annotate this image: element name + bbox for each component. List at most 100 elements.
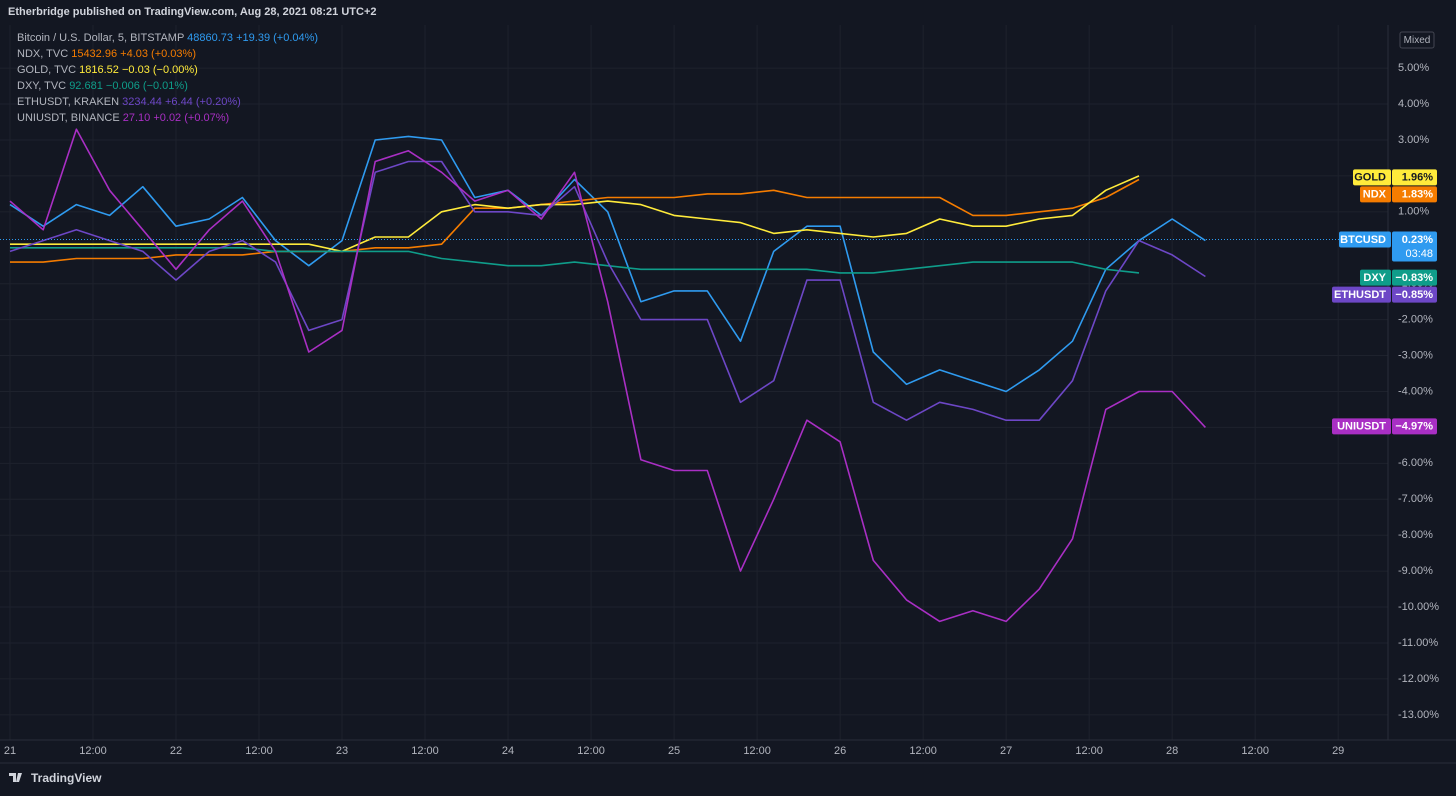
y-tick-label: 5.00% <box>1398 62 1429 74</box>
legend-change: −0.03 (−0.00%) <box>122 64 198 76</box>
series-line <box>9 160 1206 421</box>
x-tick-label: 12:00 <box>1241 745 1269 757</box>
price-label-symbol: DXY <box>1363 272 1386 284</box>
legend-change: −0.006 (−0.01%) <box>106 80 188 92</box>
y-tick-label: -12.00% <box>1398 673 1439 685</box>
legend-name: DXY, TVC <box>17 80 66 92</box>
plot <box>0 128 1388 623</box>
y-tick-label: -6.00% <box>1398 457 1433 469</box>
y-tick-label: 3.00% <box>1398 134 1429 146</box>
x-tick-label: 12:00 <box>1075 745 1103 757</box>
price-label-symbol-box <box>1332 418 1391 435</box>
price-label-symbol: ETHUSDT <box>1334 289 1386 301</box>
scale-mode-button[interactable] <box>1399 31 1435 49</box>
x-tick-label: 24 <box>502 745 514 757</box>
price-label-symbol: BTCUSD <box>1340 234 1386 246</box>
price-label-value: −0.83% <box>1395 272 1433 284</box>
brand-logo <box>9 773 22 782</box>
y-tick-label: -2.00% <box>1398 314 1433 326</box>
legend-change: +6.44 (+0.20%) <box>165 96 241 108</box>
price-label-box <box>1392 269 1437 286</box>
grid <box>0 25 1388 740</box>
legend-name: UNIUSDT, BINANCE <box>17 112 120 124</box>
x-tick-label: 25 <box>668 745 680 757</box>
x-tick-label: 12:00 <box>577 745 605 757</box>
series-line <box>10 178 1140 263</box>
y-tick-label: -8.00% <box>1398 529 1433 541</box>
x-tick-label: 12:00 <box>245 745 273 757</box>
y-tick-label: -13.00% <box>1398 709 1439 721</box>
price-label-box <box>1392 418 1437 435</box>
x-tick-label: 12:00 <box>79 745 107 757</box>
legend: Bitcoin / U.S. Dollar, 5, BITSTAMP 48860… <box>17 32 318 124</box>
legend-change: +19.39 (+0.04%) <box>236 32 318 44</box>
legend-name: ETHUSDT, KRAKEN <box>17 96 119 108</box>
price-label-value: 0.23% <box>1402 234 1433 246</box>
header-title: Etherbridge published on TradingView.com… <box>8 6 377 18</box>
price-labels: GOLD 1.96% NDX 1.83% BTCUSD 0.23% 03:48 DXY −0.8… <box>1332 169 1437 435</box>
legend-entry: ETHUSDT, KRAKEN 3234.44 +6.44 (+0.20%) <box>17 96 241 108</box>
x-tick-label: 28 <box>1166 745 1178 757</box>
price-label-symbol-box <box>1360 269 1391 286</box>
legend-price: 1816.52 <box>79 64 119 76</box>
x-tick-label: 12:00 <box>743 745 771 757</box>
header-bar <box>0 0 1456 24</box>
x-tick-label: 22 <box>170 745 182 757</box>
price-label-box <box>1392 286 1437 303</box>
price-label-box <box>1392 186 1437 203</box>
y-tick-label: 4.00% <box>1398 98 1429 110</box>
series-line <box>10 247 1140 274</box>
price-label-countdown: 03:48 <box>1405 248 1433 260</box>
price-label-symbol: NDX <box>1363 189 1387 201</box>
scale-mode[interactable]: Mixed <box>1404 35 1431 46</box>
x-tick-label: 12:00 <box>909 745 937 757</box>
legend-price: 15432.96 <box>71 48 117 60</box>
legend-price: 3234.44 <box>122 96 162 108</box>
price-label-box <box>1392 231 1437 262</box>
legend-entry: Bitcoin / U.S. Dollar, 5, BITSTAMP 48860… <box>17 32 318 44</box>
y-tick-label: -11.00% <box>1398 637 1438 649</box>
legend-entry: UNIUSDT, BINANCE 27.10 +0.02 (+0.07%) <box>17 112 229 124</box>
y-tick-label: -10.00% <box>1398 601 1439 613</box>
legend-entry: NDX, TVC 15432.96 +4.03 (+0.03%) <box>17 48 196 60</box>
axes: 5.00%4.00%3.00%2.00%1.00%-1.00%-2.00%-3.… <box>4 62 1439 757</box>
price-label-value: 1.96% <box>1402 172 1433 184</box>
footer-brand: TradingView <box>31 771 102 785</box>
series-line <box>9 135 1206 393</box>
price-label-symbol-box <box>1353 169 1391 186</box>
price-label-value: 1.83% <box>1402 189 1433 201</box>
y-tick-label: -3.00% <box>1398 349 1433 361</box>
legend-name: NDX, TVC <box>17 48 68 60</box>
price-label-symbol-box <box>1339 231 1391 248</box>
legend-change: +0.02 (+0.07%) <box>153 112 229 124</box>
price-label-box <box>1392 169 1437 186</box>
legend-change: +4.03 (+0.03%) <box>120 48 196 60</box>
legend-entry: DXY, TVC 92.681 −0.006 (−0.01%) <box>17 80 188 92</box>
y-tick-label: -7.00% <box>1398 493 1433 505</box>
y-tick-label: -9.00% <box>1398 565 1433 577</box>
legend-name: Bitcoin / U.S. Dollar, 5, BITSTAMP <box>17 32 184 44</box>
x-tick-label: 27 <box>1000 745 1012 757</box>
legend-price: 27.10 <box>123 112 151 124</box>
x-tick-label: 29 <box>1332 745 1344 757</box>
price-label-symbol: GOLD <box>1354 172 1386 184</box>
legend-name: GOLD, TVC <box>17 64 76 76</box>
x-tick-label: 21 <box>4 745 16 757</box>
legend-entry: GOLD, TVC 1816.52 −0.03 (−0.00%) <box>17 64 198 76</box>
x-tick-label: 12:00 <box>411 745 439 757</box>
legend-price: 48860.73 <box>187 32 233 44</box>
y-tick-label: 1.00% <box>1398 206 1429 218</box>
price-label-symbol-box <box>1332 286 1391 303</box>
x-tick-label: 23 <box>336 745 348 757</box>
y-tick-label: -4.00% <box>1398 385 1433 397</box>
price-label-symbol-box <box>1360 186 1391 203</box>
x-tick-label: 26 <box>834 745 846 757</box>
legend-price: 92.681 <box>69 80 103 92</box>
price-label-symbol: UNIUSDT <box>1337 421 1386 433</box>
series-line <box>9 128 1206 623</box>
price-label-value: −0.85% <box>1395 289 1433 301</box>
price-label-value: −4.97% <box>1395 421 1433 433</box>
